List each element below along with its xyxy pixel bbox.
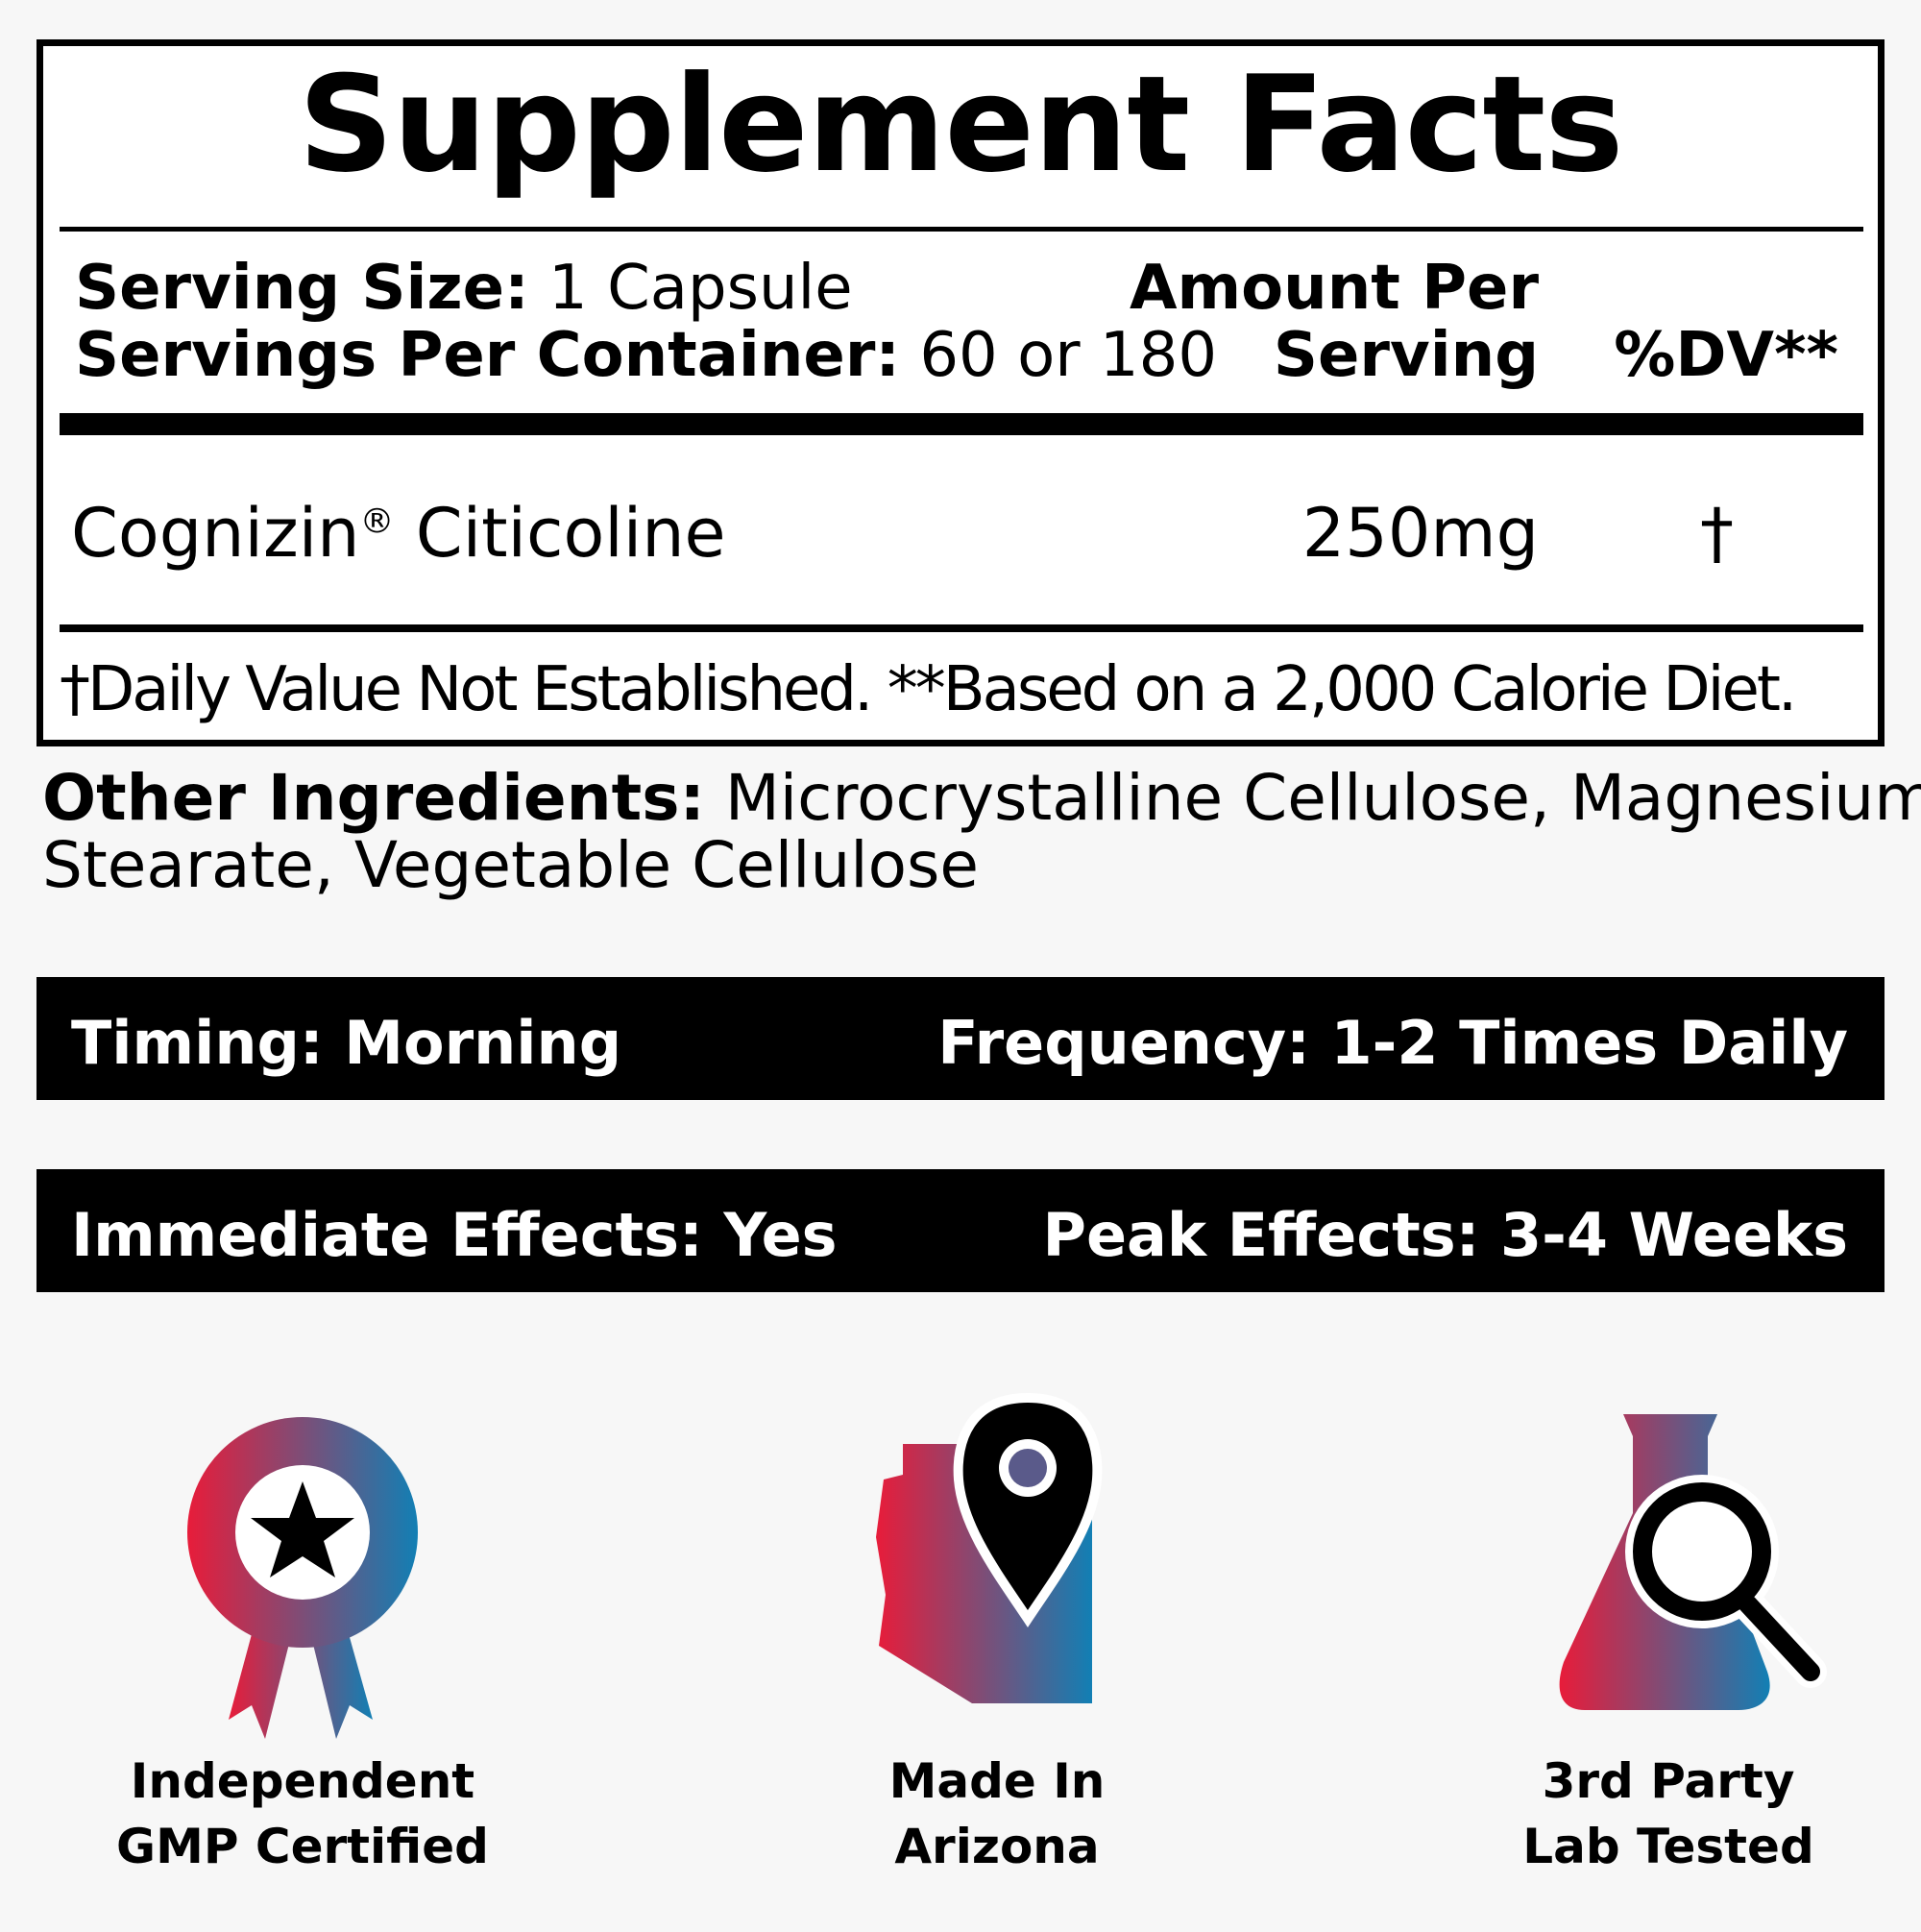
- frequency-text: Frequency: 1-2 Times Daily: [937, 1008, 1848, 1078]
- arizona-map-pin-icon: [876, 1392, 1103, 1703]
- badge-gmp: Independent GMP Certified: [62, 1749, 543, 1879]
- servings-per-container: Servings Per Container: 60 or 180: [75, 325, 1217, 386]
- badge-arizona: Made In Arizona: [757, 1749, 1237, 1879]
- other-ingredients-line2: Stearate, Vegetable Cellulose: [42, 828, 980, 902]
- ingredient-rest: Citicoline: [394, 494, 726, 573]
- ingredient-dv: †: [1700, 494, 1734, 573]
- peak-effects-text: Peak Effects: 3-4 Weeks: [1042, 1200, 1848, 1270]
- footnote: †Daily Value Not Established. **Based on…: [60, 654, 1797, 725]
- timing-text: Timing: Morning: [71, 1008, 622, 1078]
- timing-bar: Timing: Morning Frequency: 1-2 Times Dail…: [36, 977, 1885, 1100]
- award-ribbon-star-icon: [187, 1417, 418, 1739]
- divider: [60, 624, 1863, 632]
- other-ingredients: Other Ingredients: Microcrystalline Cell…: [42, 767, 1921, 830]
- ingredient-name: Cognizin® Citicoline: [71, 500, 726, 567]
- flask-magnifier-icon: [1559, 1414, 1827, 1710]
- amount-header-2: Serving: [1273, 320, 1539, 391]
- badge-line1: Independent: [130, 1753, 475, 1809]
- thick-divider: [60, 413, 1863, 435]
- servings-label: Servings Per Container:: [75, 320, 900, 391]
- badge-line2: Arizona: [894, 1819, 1100, 1874]
- effects-bar: Immediate Effects: Yes Peak Effects: 3-4 …: [36, 1169, 1885, 1292]
- servings-value: 60 or 180: [919, 320, 1218, 391]
- divider: [60, 227, 1863, 232]
- badge-line1: 3rd Party: [1542, 1753, 1795, 1809]
- dv-header: %DV**: [1614, 320, 1838, 391]
- serving-size-value: 1 Capsule: [548, 253, 853, 324]
- registered-mark: ®: [359, 501, 395, 542]
- other-ingredients-label: Other Ingredients:: [42, 761, 705, 835]
- badge-line2: GMP Certified: [116, 1819, 489, 1874]
- other-ingredients-line1: Microcrystalline Cellulose, Magnesium: [724, 761, 1921, 835]
- ingredient-brand: Cognizin: [71, 494, 360, 573]
- badge-line2: Lab Tested: [1522, 1819, 1814, 1874]
- serving-size-label: Serving Size:: [75, 253, 529, 324]
- amount-header-1: Amount Per: [1129, 253, 1539, 324]
- immediate-effects-text: Immediate Effects: Yes: [71, 1200, 838, 1270]
- badge-icons: [187, 1392, 1827, 1739]
- page-title: Supplement Facts: [298, 47, 1624, 202]
- badge-line1: Made In: [888, 1753, 1106, 1809]
- serving-size: Serving Size: 1 Capsule: [75, 257, 853, 319]
- badge-lab-tested: 3rd Party Lab Tested: [1428, 1749, 1909, 1879]
- ingredient-amount: 250mg: [1301, 494, 1539, 573]
